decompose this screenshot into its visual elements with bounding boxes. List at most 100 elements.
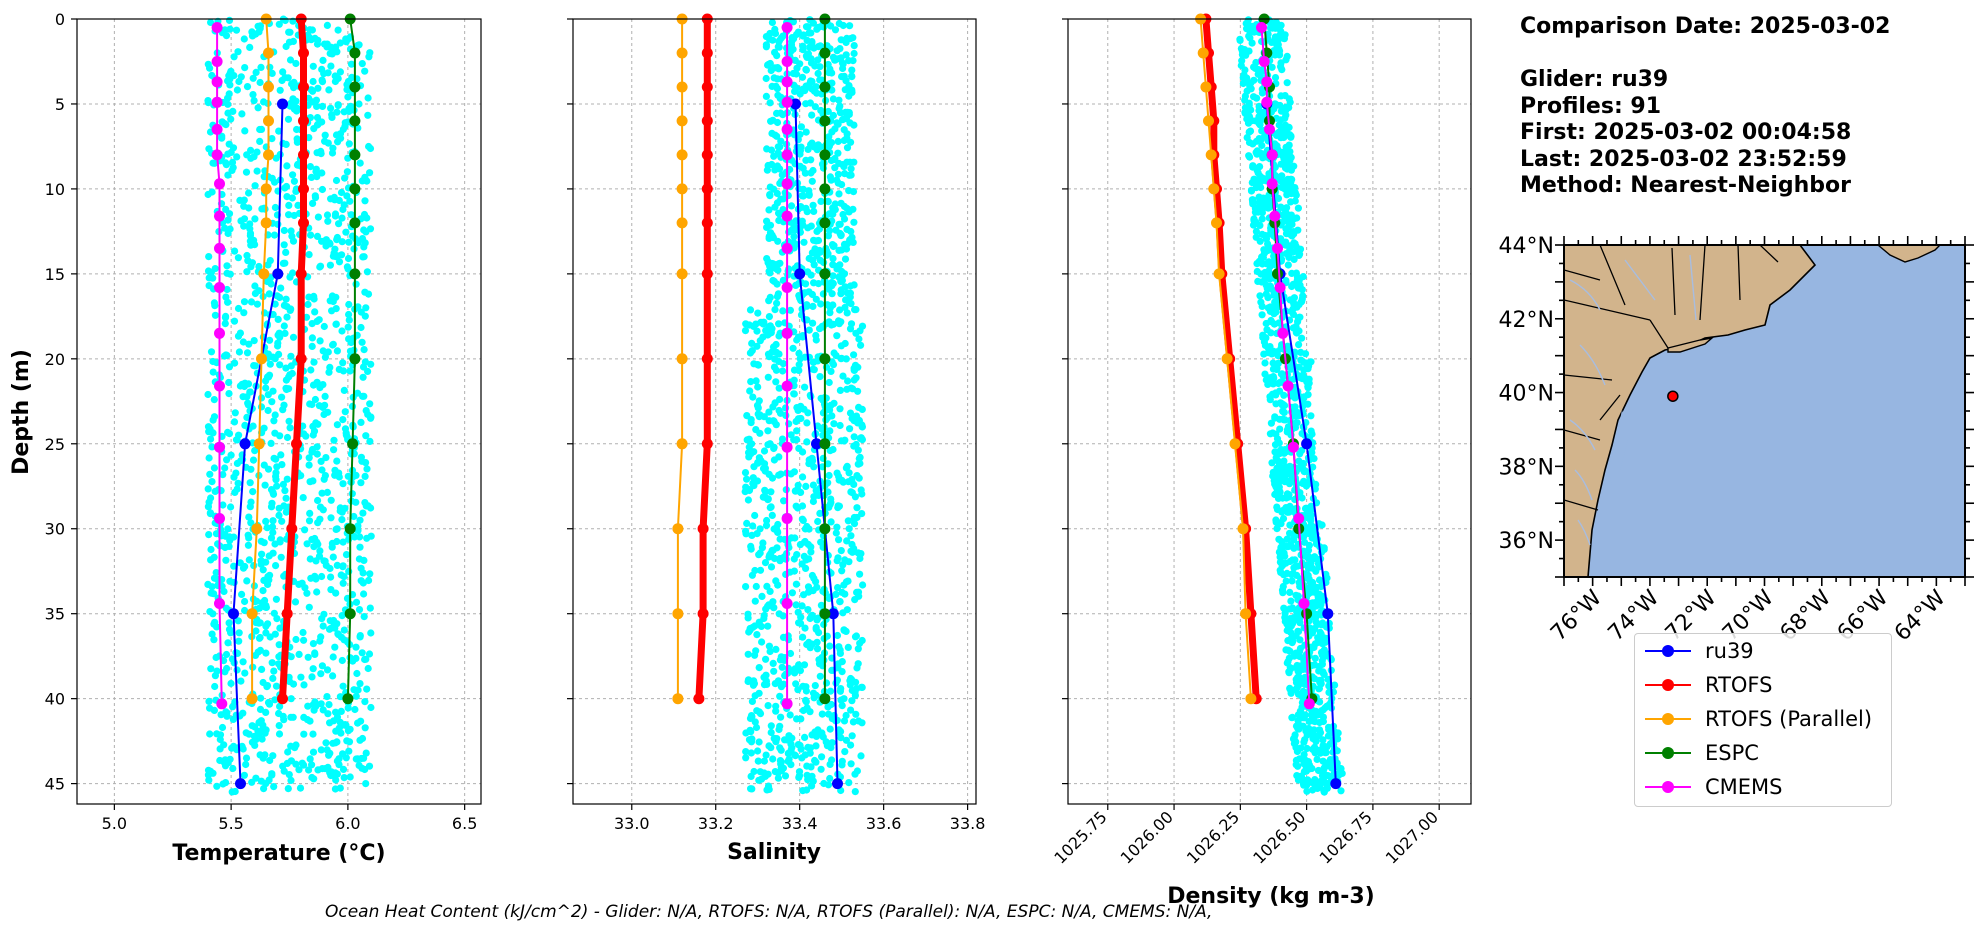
scatter-point (223, 351, 231, 359)
scatter-point (317, 150, 325, 158)
series-point (676, 81, 688, 93)
scatter-point (747, 712, 756, 720)
scatter-point (824, 60, 832, 69)
scatter-point (1300, 663, 1308, 672)
scatter-point (1294, 592, 1302, 600)
scatter-point (289, 333, 298, 341)
scatter-point (219, 501, 227, 509)
scatter-point (279, 259, 287, 267)
scatter-point (852, 710, 860, 718)
scatter-point (765, 408, 773, 416)
scatter-point (337, 707, 345, 716)
x-tick-label: 1025.75 (1050, 807, 1110, 867)
scatter-point (246, 479, 254, 487)
scatter-point (1277, 467, 1285, 475)
scatter-point (814, 726, 822, 734)
scatter-point (766, 293, 774, 301)
scatter-point (245, 340, 253, 348)
scatter-point (824, 703, 832, 711)
scatter-point (1317, 583, 1325, 591)
scatter-point (808, 38, 816, 46)
series-point (349, 268, 361, 280)
scatter-point (277, 451, 285, 459)
scatter-point (754, 361, 763, 369)
scatter-point (225, 430, 234, 438)
scatter-point (227, 679, 235, 688)
scatter-point (283, 162, 291, 170)
scatter-point (286, 102, 294, 110)
scatter-point (343, 263, 351, 271)
scatter-point (245, 189, 253, 197)
scatter-point (742, 583, 750, 591)
scatter-point (790, 555, 798, 563)
comparison-date: Comparison Date: 2025-03-02 (1520, 14, 1891, 39)
scatter-point (288, 369, 296, 378)
scatter-point (1255, 135, 1263, 143)
scatter-point (227, 115, 235, 123)
series-point (263, 81, 274, 93)
scatter-point (272, 682, 281, 690)
scatter-point (762, 751, 770, 759)
scatter-point (278, 461, 286, 469)
scatter-point (796, 90, 804, 98)
y-tick-label: 35 (45, 605, 65, 624)
scatter-point (365, 142, 373, 151)
scatter-point (367, 360, 375, 368)
scatter-point (256, 705, 265, 714)
series-point (819, 149, 831, 161)
scatter-point (803, 438, 811, 446)
scatter-point (1317, 648, 1326, 657)
scatter-point (1326, 740, 1335, 748)
scatter-point (745, 443, 753, 451)
scatter-point (1316, 628, 1324, 637)
scatter-point (799, 787, 807, 795)
scatter-point (805, 187, 813, 195)
scatter-point (321, 392, 329, 400)
scatter-point (753, 707, 761, 715)
x-tick-label: 6.5 (452, 814, 477, 833)
series-cmems (1256, 22, 1315, 710)
scatter-point (1287, 198, 1295, 206)
scatter-point (804, 743, 812, 752)
scatter-point (218, 132, 226, 140)
scatter-point (281, 487, 289, 495)
scatter-point (322, 236, 330, 244)
scatter-point (242, 754, 251, 762)
ocean-heat-content-footer: Ocean Heat Content (kJ/cm^2) - Glider: N… (325, 902, 1213, 922)
scatter-point (357, 418, 365, 426)
scatter-point (812, 295, 820, 303)
density-panel: Density (kg m-3) 1025.75 1026.00 1026.25 10… (1050, 13, 1472, 909)
scatter-point (295, 766, 303, 774)
scatter-point (305, 461, 313, 469)
series-point (781, 242, 793, 254)
density-axis-label: Density (kg m-3) (1167, 884, 1375, 909)
scatter-point (1298, 774, 1306, 782)
scatter-point (838, 702, 846, 710)
scatter-point (226, 270, 234, 278)
scatter-point (333, 561, 341, 570)
scatter-point (276, 361, 284, 369)
series-point (1272, 242, 1283, 254)
scatter-point (241, 597, 249, 606)
scatter-point (817, 300, 825, 308)
scatter-point (204, 503, 212, 511)
scatter-point (812, 336, 820, 344)
map-ticks (1555, 236, 1974, 586)
scatter-point (351, 533, 359, 541)
scatter-point (761, 559, 770, 567)
scatter-point (357, 577, 365, 585)
scatter-point (235, 629, 243, 637)
scatter-point (846, 35, 855, 43)
scatter-point (234, 304, 243, 313)
scatter-point (1238, 51, 1246, 59)
scatter-point (309, 62, 317, 70)
scatter-point (803, 522, 811, 531)
scatter-point (780, 497, 788, 505)
scatter-point (314, 84, 322, 92)
scatter-point (206, 730, 214, 738)
map-lon-label: 64°W (1890, 585, 1951, 646)
scatter-point (1288, 639, 1296, 647)
scatter-point (223, 285, 231, 294)
scatter-point (275, 127, 283, 135)
scatter-point (307, 231, 315, 239)
